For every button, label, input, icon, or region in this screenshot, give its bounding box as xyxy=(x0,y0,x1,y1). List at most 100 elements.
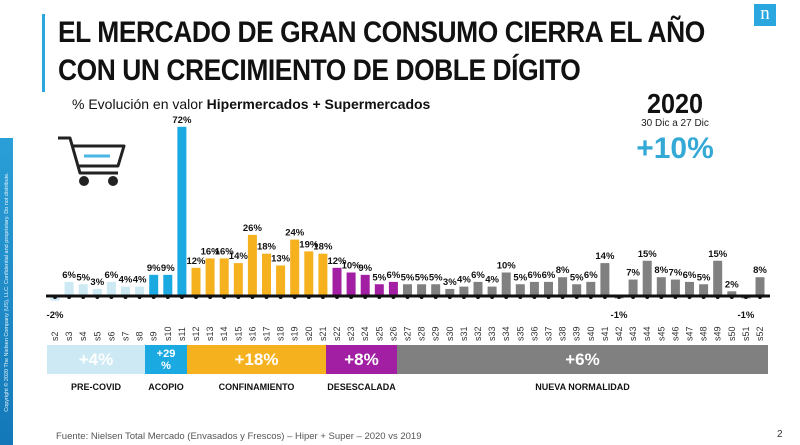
tick-mark xyxy=(490,295,495,299)
copyright-strip: Copyright © 2020 The Nielsen Company (US… xyxy=(0,138,13,445)
data-label: 7% xyxy=(626,268,640,279)
tick-mark xyxy=(109,295,114,299)
week-tick-label: s2 xyxy=(50,331,60,341)
data-label: -2% xyxy=(47,310,64,321)
data-label: 6% xyxy=(387,270,401,281)
data-label: 8% xyxy=(654,265,668,276)
phase-band-value: +4% xyxy=(47,345,145,374)
week-tick-label: s27 xyxy=(403,326,413,341)
bar-s44 xyxy=(642,260,652,296)
data-label: 15% xyxy=(708,249,728,260)
bar-s5 xyxy=(92,288,102,296)
week-tick-label: s13 xyxy=(205,326,215,341)
bar-s29 xyxy=(431,284,441,296)
data-label: -1% xyxy=(611,310,628,321)
week-tick-label: s34 xyxy=(501,326,511,341)
tick-mark xyxy=(659,295,664,299)
bar-s37 xyxy=(544,281,553,296)
week-tick-label: s48 xyxy=(699,326,709,341)
week-tick-label: s21 xyxy=(318,326,328,341)
data-label: 5% xyxy=(429,272,443,283)
week-tick-label: s25 xyxy=(374,326,384,341)
bar-s25 xyxy=(374,284,384,296)
tick-mark xyxy=(151,295,156,299)
data-label: 14% xyxy=(595,251,615,262)
bar-s49 xyxy=(713,260,723,296)
tick-mark xyxy=(476,295,480,299)
data-label: 7% xyxy=(669,268,683,279)
tick-mark xyxy=(560,295,565,299)
footer-source: Fuente: Nielsen Total Mercado (Envasados… xyxy=(56,431,422,442)
data-label: 9% xyxy=(358,263,372,274)
data-label: 16% xyxy=(201,246,221,257)
bar-s47 xyxy=(685,281,694,296)
week-tick-label: s35 xyxy=(515,326,525,341)
bar-s30 xyxy=(445,288,455,296)
tick-mark xyxy=(95,295,100,299)
week-tick-label: s18 xyxy=(276,326,286,341)
bar-s16 xyxy=(247,234,257,296)
bar-s6 xyxy=(106,281,116,296)
bar-s33 xyxy=(487,286,497,296)
week-tick-label: s26 xyxy=(388,326,398,341)
data-label: 3% xyxy=(90,277,104,288)
tick-mark xyxy=(391,295,396,299)
bar-s9 xyxy=(149,274,159,296)
phase-label: ACOPIO xyxy=(148,382,184,392)
data-label: 12% xyxy=(186,256,206,267)
tick-mark xyxy=(222,295,227,299)
week-tick-label: s3 xyxy=(64,331,74,341)
bar-s45 xyxy=(656,277,666,296)
tick-mark xyxy=(532,295,537,299)
tick-mark xyxy=(179,295,184,299)
data-label: 4% xyxy=(119,275,133,286)
tick-mark xyxy=(278,295,283,299)
data-label: 6% xyxy=(105,270,119,281)
week-tick-label: s24 xyxy=(360,326,370,341)
data-label: 26% xyxy=(243,223,263,234)
data-label: 8% xyxy=(753,265,767,276)
data-label: 15% xyxy=(638,249,658,260)
bar-s21 xyxy=(318,253,328,296)
data-label: 2% xyxy=(725,279,739,290)
subtitle-bold: Hipermercados + Supermercados xyxy=(206,96,431,112)
bar-s35 xyxy=(515,284,525,296)
data-label: 18% xyxy=(313,242,333,253)
phase-band-value: +29 % xyxy=(145,345,187,374)
tick-mark xyxy=(67,295,72,299)
week-tick-label: s5 xyxy=(92,331,102,341)
bar-s27 xyxy=(403,284,412,296)
tick-mark xyxy=(250,295,255,299)
phase-band-value: +8% xyxy=(326,345,397,374)
week-tick-label: s8 xyxy=(135,331,145,341)
data-label: 6% xyxy=(542,270,556,281)
week-tick-label: s17 xyxy=(262,326,272,341)
tick-mark xyxy=(687,295,692,299)
bar-s34 xyxy=(501,272,511,296)
week-tick-label: s39 xyxy=(572,326,582,341)
data-label: 5% xyxy=(372,272,386,283)
data-label: 6% xyxy=(471,270,485,281)
week-tick-label: s28 xyxy=(417,326,427,341)
bar-s24 xyxy=(360,274,370,296)
bar-s11 xyxy=(177,126,187,296)
week-tick-label: s50 xyxy=(727,326,737,341)
tick-mark xyxy=(461,295,466,299)
week-tick-label: s9 xyxy=(149,331,159,341)
tick-mark xyxy=(673,295,678,299)
tick-mark xyxy=(518,295,523,299)
data-label: 3% xyxy=(443,277,457,288)
tick-mark xyxy=(292,295,297,299)
tick-mark xyxy=(546,295,551,299)
data-label: 5% xyxy=(570,272,584,283)
data-label: 10% xyxy=(342,261,362,272)
title-line-2: CON UN CRECIMIENTO DE DOBLE DÍGITO xyxy=(58,54,581,87)
data-label: 12% xyxy=(327,256,347,267)
bar-s41 xyxy=(600,263,610,296)
week-tick-label: s6 xyxy=(106,331,116,341)
bar-s43 xyxy=(628,279,638,296)
week-tick-label: s4 xyxy=(78,331,88,341)
bar-s23 xyxy=(346,272,356,296)
data-label: 6% xyxy=(683,270,697,281)
